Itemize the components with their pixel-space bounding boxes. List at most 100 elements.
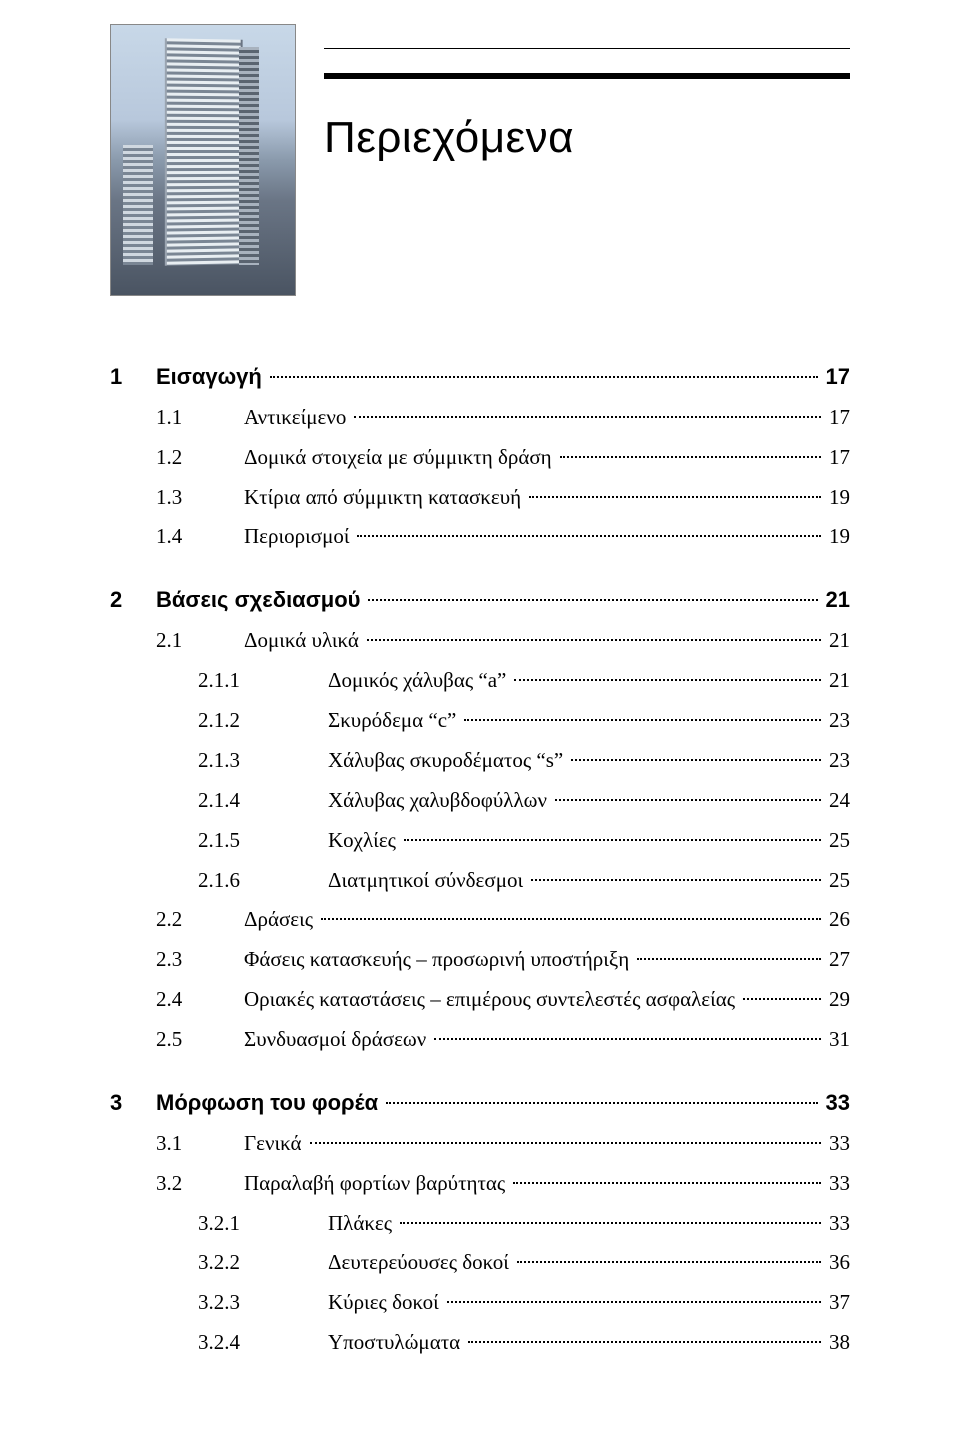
toc-number: 1.2: [110, 438, 244, 478]
toc-number: 3.2.4: [110, 1323, 328, 1363]
toc-section: 2.1Δομικά υλικά 21: [110, 621, 850, 661]
toc-text: Περιορισμοί: [244, 517, 349, 557]
page-title: Περιεχόμενα: [324, 113, 850, 163]
toc-page: 37: [825, 1283, 850, 1323]
building-icon: [239, 47, 259, 265]
toc-section: 3.1Γενικά33: [110, 1124, 850, 1164]
toc-number: 2.1: [110, 621, 244, 661]
toc-page: 21: [825, 621, 850, 661]
toc-text: Φάσεις κατασκευής – προσωρινή υποστήριξη: [244, 940, 629, 980]
page: Περιεχόμενα 1Εισαγωγή171.1Αντικείμενο171…: [0, 0, 960, 1445]
toc-number: 1.4: [110, 517, 244, 557]
toc-subsection: 3.2.2Δευτερεύουσες δοκοί 36: [110, 1243, 850, 1283]
toc-text: Γενικά: [244, 1124, 302, 1164]
toc-leader: [529, 496, 821, 498]
toc-page: 27: [825, 940, 850, 980]
toc-text: Χάλυβας σκυροδέματος “s”: [328, 741, 563, 781]
toc-section: 2.5Συνδυασμοί δράσεων31: [110, 1020, 850, 1060]
toc-subsection: 2.1.5Κοχλίες 25: [110, 821, 850, 861]
toc-text: Δράσεις: [244, 900, 313, 940]
toc-leader: [310, 1142, 821, 1144]
toc-leader: [468, 1341, 821, 1343]
toc-leader: [464, 719, 821, 721]
rule-thin: [324, 48, 850, 49]
toc-subsection: 3.2.1Πλάκες33: [110, 1204, 850, 1244]
toc-subsection: 2.1.4Χάλυβας χαλυβδοφύλλων24: [110, 781, 850, 821]
rule-thick: [324, 73, 850, 79]
toc-chapter: 2Βάσεις σχεδιασμού21: [110, 579, 850, 621]
toc-page: 33: [825, 1164, 850, 1204]
toc-page: 25: [825, 861, 850, 901]
toc-text: Δομικά υλικά: [244, 621, 359, 661]
toc-leader: [531, 879, 821, 881]
toc-text: Αντικείμενο: [244, 398, 346, 438]
toc-number: 2.1.5: [110, 821, 328, 861]
toc-text: Κοχλίες: [328, 821, 396, 861]
toc-leader: [743, 998, 821, 1000]
toc-section: 1.3Κτίρια από σύμμικτη κατασκευή19: [110, 478, 850, 518]
table-of-contents: 1Εισαγωγή171.1Αντικείμενο171.2Δομικά στο…: [110, 356, 850, 1363]
toc-leader: [555, 799, 821, 801]
toc-text: Δευτερεύουσες δοκοί: [328, 1243, 509, 1283]
toc-page: 29: [825, 980, 850, 1020]
toc-number: 3: [110, 1082, 156, 1124]
toc-leader: [514, 679, 821, 681]
toc-number: 2.1.2: [110, 701, 328, 741]
toc-number: 2.1.3: [110, 741, 328, 781]
toc-page: 19: [825, 517, 850, 557]
toc-section: 2.3Φάσεις κατασκευής – προσωρινή υποστήρ…: [110, 940, 850, 980]
toc-number: 2.1.6: [110, 861, 328, 901]
toc-page: 33: [825, 1124, 850, 1164]
toc-leader: [354, 416, 821, 418]
toc-number: 3.2.1: [110, 1204, 328, 1244]
toc-number: 1: [110, 356, 156, 398]
toc-number: 2.2: [110, 900, 244, 940]
toc-number: 2.5: [110, 1020, 244, 1060]
toc-number: 2.3: [110, 940, 244, 980]
toc-section: 2.2Δράσεις26: [110, 900, 850, 940]
toc-leader: [367, 639, 821, 641]
toc-chapter-block: 2Βάσεις σχεδιασμού212.1Δομικά υλικά212.1…: [110, 579, 850, 1060]
toc-page: 33: [822, 1082, 850, 1124]
toc-chapter-block: 1Εισαγωγή171.1Αντικείμενο171.2Δομικά στο…: [110, 356, 850, 557]
toc-page: 21: [825, 661, 850, 701]
toc-section: 2.4Οριακές καταστάσεις – επιμέρους συντε…: [110, 980, 850, 1020]
building-icon: [165, 38, 243, 266]
toc-text: Εισαγωγή: [156, 356, 262, 398]
toc-text: Δομικά στοιχεία με σύμμικτη δράση: [244, 438, 552, 478]
toc-leader: [637, 958, 821, 960]
toc-text: Μόρφωση του φορέα: [156, 1082, 378, 1124]
toc-subsection: 2.1.6Διατμητικοί σύνδεσμοι 25: [110, 861, 850, 901]
toc-text: Δομικός χάλυβας “a”: [328, 661, 506, 701]
toc-text: Διατμητικοί σύνδεσμοι: [328, 861, 523, 901]
toc-page: 25: [825, 821, 850, 861]
toc-leader: [321, 918, 821, 920]
toc-leader: [447, 1301, 821, 1303]
toc-leader: [517, 1261, 821, 1263]
toc-leader: [404, 839, 821, 841]
toc-page: 23: [825, 741, 850, 781]
toc-subsection: 2.1.3Χάλυβας σκυροδέματος “s” 23: [110, 741, 850, 781]
toc-number: 3.2: [110, 1164, 244, 1204]
toc-leader: [386, 1102, 817, 1104]
toc-chapter: 1Εισαγωγή 17: [110, 356, 850, 398]
toc-page: 17: [822, 356, 850, 398]
toc-text: Βάσεις σχεδιασμού: [156, 579, 360, 621]
toc-number: 3.2.2: [110, 1243, 328, 1283]
toc-subsection: 3.2.4Υποστυλώματα38: [110, 1323, 850, 1363]
toc-leader: [400, 1222, 821, 1224]
toc-page: 36: [825, 1243, 850, 1283]
toc-number: 3.2.3: [110, 1283, 328, 1323]
toc-text: Συνδυασμοί δράσεων: [244, 1020, 426, 1060]
toc-page: 33: [825, 1204, 850, 1244]
toc-number: 1.1: [110, 398, 244, 438]
toc-section: 1.2Δομικά στοιχεία με σύμμικτη δράση 17: [110, 438, 850, 478]
toc-subsection: 2.1.2Σκυρόδεμα “c”23: [110, 701, 850, 741]
toc-leader: [357, 535, 821, 537]
toc-page: 17: [825, 438, 850, 478]
toc-page: 24: [825, 781, 850, 821]
header-image: [110, 24, 296, 296]
toc-text: Σκυρόδεμα “c”: [328, 701, 456, 741]
toc-leader: [368, 599, 817, 601]
toc-section: 1.1Αντικείμενο17: [110, 398, 850, 438]
